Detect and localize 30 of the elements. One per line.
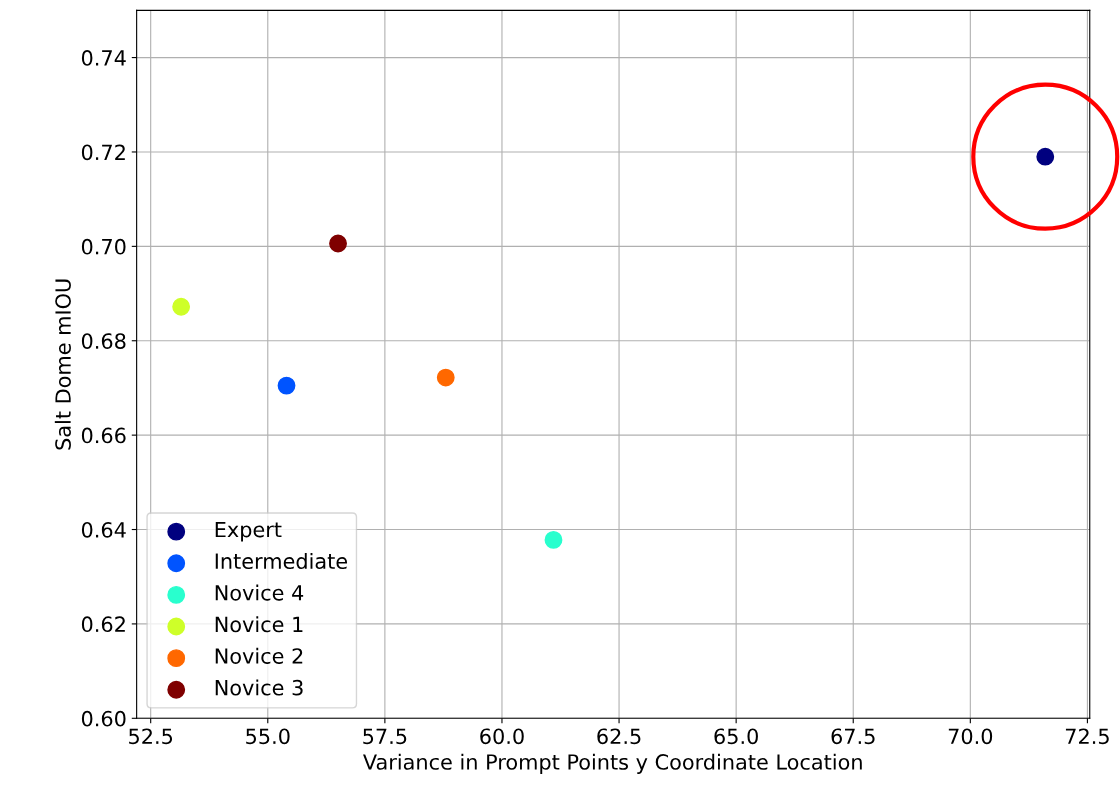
legend-label: Novice 1 [215,616,303,633]
legend-label: Novice 4 [215,584,304,601]
point [172,297,191,316]
x-axis-title: Variance in Prompt Points y Coordinate Location [363,753,862,774]
point [329,234,347,253]
point [436,368,455,387]
point [544,530,563,549]
legend-label: Novice 2 [215,647,303,664]
y-axis-title: Salt Dome mIOU [54,279,71,450]
y-tick-label: 0.60 [81,710,126,727]
legend-label: Expert [215,521,282,542]
x-tick-label: 67.5 [831,728,875,745]
y-tick-label: 0.68 [81,333,126,349]
point [277,376,296,395]
y-tick-label: 0.72 [81,144,125,161]
y-tick-label: 0.66 [81,427,126,444]
x-tick-label: 57.5 [363,728,407,745]
x-tick-label: 72.5 [1065,728,1109,745]
y-tick-label: 0.70 [81,238,126,255]
x-tick-label: 55.0 [246,728,290,745]
x-tick-label: 52.5 [129,728,173,745]
x-tick-label: 60.0 [480,728,524,745]
y-tick-label: 0.64 [81,521,126,538]
legend-label: Novice 3 [215,679,303,696]
x-tick-label: 70.0 [948,728,993,745]
x-tick-label: 62.5 [597,728,641,745]
x-tick-label: 65.0 [714,728,758,745]
y-tick-label: 0.74 [81,50,126,66]
y-tick-label: 0.62 [81,616,125,633]
legend-label: Intermediate [215,552,348,570]
